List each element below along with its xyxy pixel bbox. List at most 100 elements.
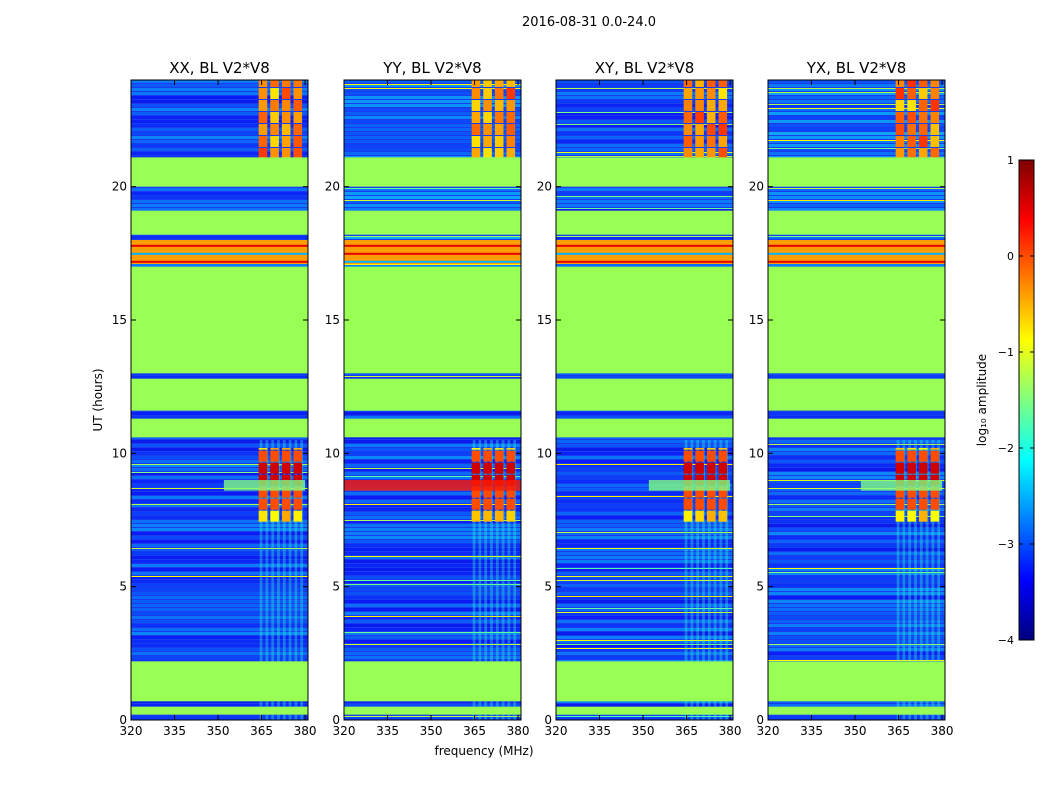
burst-cell	[930, 100, 940, 111]
noise-line	[768, 148, 945, 149]
noise-row	[768, 496, 945, 499]
panel-yx: YX, BL V2*V8 320 335 350 365 380 0 5 10 15 20	[749, 59, 954, 738]
burst-cell	[270, 486, 279, 498]
y-tick-label: 0	[544, 713, 552, 727]
noise-row	[768, 588, 945, 591]
colorbar: 1 0 −1 −2 −3 −4 log₁₀ amplitude	[975, 154, 1035, 647]
burst-cell	[494, 124, 504, 135]
noise-row	[131, 264, 308, 267]
noise-line	[344, 716, 521, 717]
burst-cell	[506, 486, 516, 498]
flagged-band	[556, 378, 733, 411]
burst-cell	[494, 510, 504, 522]
noise-row	[768, 532, 945, 535]
noise-row	[344, 704, 521, 707]
noise-row	[344, 496, 521, 499]
noise-row	[556, 440, 733, 443]
burst-cell	[930, 148, 940, 159]
burst-cell	[718, 448, 728, 450]
noise-line	[768, 104, 945, 105]
y-tick-label: 0	[332, 713, 340, 727]
noise-row	[131, 556, 308, 559]
rfi-stripe	[725, 440, 729, 720]
panel-title: YY, BL V2*V8	[382, 59, 481, 77]
noise-row	[344, 468, 521, 471]
rfi-line	[131, 252, 308, 255]
noise-line	[556, 156, 733, 157]
rfi-stripe	[288, 440, 292, 720]
noise-row	[556, 620, 733, 623]
noise-row	[344, 520, 521, 523]
rfi-line	[556, 252, 733, 255]
noise-row	[344, 264, 521, 267]
flagged-band	[344, 378, 521, 411]
noise-row	[344, 556, 521, 559]
rfi-stripe	[707, 440, 711, 720]
burst-cell	[895, 124, 905, 135]
noise-row	[131, 376, 308, 379]
noise-row	[768, 516, 945, 519]
noise-row	[768, 92, 945, 95]
noise-row	[768, 504, 945, 507]
colorbar-tick-label: −4	[998, 634, 1014, 647]
burst-cell	[281, 124, 291, 135]
noise-line	[344, 468, 521, 469]
rfi-stripe	[914, 440, 917, 720]
burst-cell	[483, 136, 492, 147]
noise-row	[131, 516, 308, 519]
noise-row	[768, 452, 945, 455]
noise-row	[556, 528, 733, 531]
burst-cell	[270, 80, 279, 87]
panel-title: XY, BL V2*V8	[595, 59, 695, 77]
noise-row	[344, 132, 521, 135]
noise-row	[344, 500, 521, 503]
noise-row	[344, 476, 521, 479]
noise-row	[768, 528, 945, 531]
noise-line	[768, 516, 945, 517]
burst-cell	[483, 124, 492, 135]
panel-xx: XX, BL V2*V8 320 335 350 365 380 0 5 10 15 20	[112, 59, 317, 738]
noise-row	[131, 544, 308, 547]
burst-cell	[494, 486, 504, 498]
noise-row	[768, 552, 945, 555]
rfi-stripe	[484, 440, 488, 720]
panel-frame	[130, 79, 309, 721]
burst-cell	[895, 112, 905, 123]
burst-cell	[293, 112, 303, 123]
noise-line	[768, 200, 945, 201]
noise-row	[556, 636, 733, 639]
y-tick-label: 20	[112, 180, 127, 194]
noise-row	[344, 560, 521, 563]
noise-row	[131, 644, 308, 647]
noise-row	[344, 236, 521, 239]
burst-cell	[683, 148, 693, 159]
burst-cell	[706, 448, 716, 450]
noise-row	[768, 600, 945, 603]
noise-row	[344, 656, 521, 659]
noise-row	[556, 112, 733, 115]
noise-row	[131, 480, 308, 483]
x-tick-label: 380	[507, 724, 530, 738]
burst-cell	[281, 100, 291, 111]
burst-cell	[907, 112, 916, 123]
noise-row	[556, 84, 733, 87]
panel-frame	[555, 79, 734, 721]
x-tick-label: 365	[675, 724, 698, 738]
noise-row	[344, 116, 521, 119]
noise-row	[768, 128, 945, 131]
noise-row	[556, 236, 733, 239]
noise-row	[768, 488, 945, 491]
burst-cell	[258, 450, 268, 462]
noise-row	[131, 608, 308, 611]
noise-line	[556, 580, 733, 581]
noise-row	[344, 196, 521, 199]
flagged-band	[556, 418, 733, 438]
noise-row	[768, 576, 945, 579]
flagged-band	[131, 661, 308, 702]
rfi-stripe	[282, 440, 286, 720]
burst-cell	[706, 498, 716, 510]
rfi-stripe	[896, 440, 900, 720]
burst-cell	[506, 510, 516, 522]
noise-row	[131, 80, 308, 83]
noise-row	[344, 580, 521, 583]
